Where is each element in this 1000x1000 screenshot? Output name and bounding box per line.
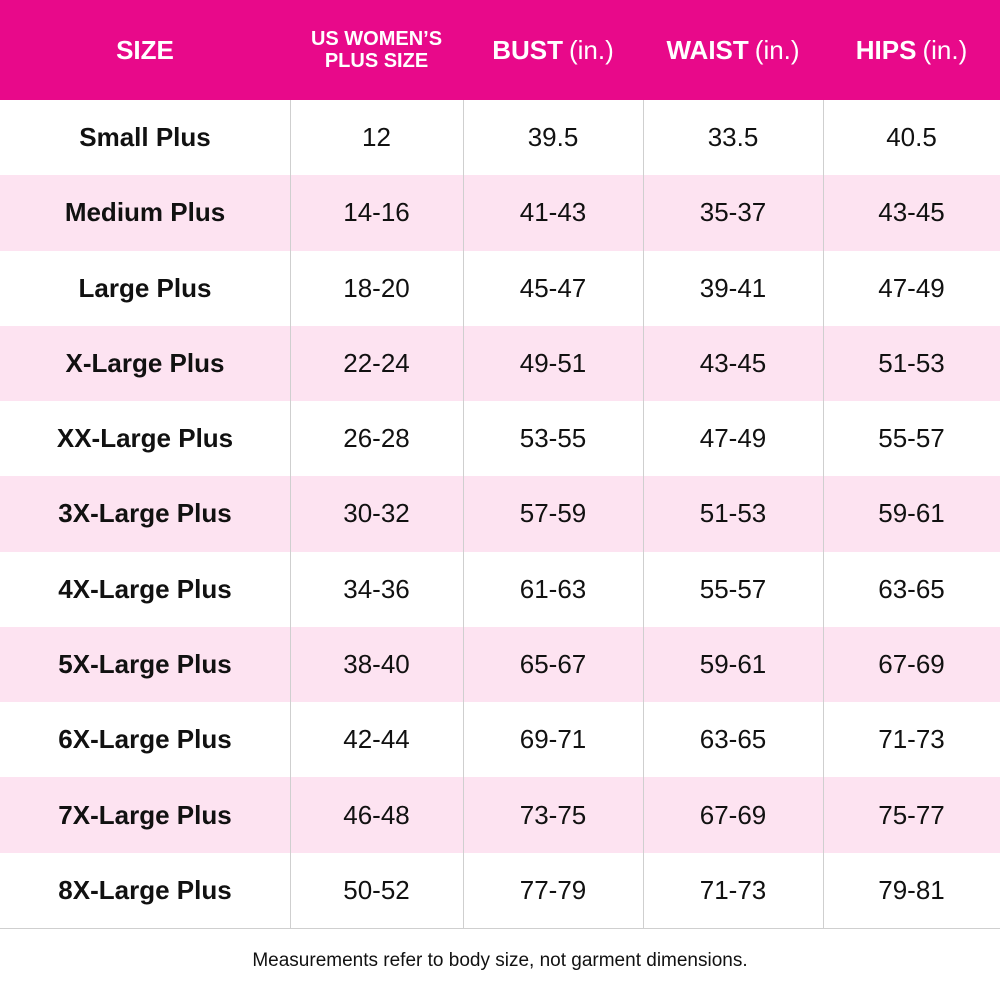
header-unit: (in.)	[922, 34, 968, 65]
table-cell: 59-61	[878, 498, 945, 529]
table-cell: 43-45	[878, 197, 945, 228]
table-cell: 69-71	[519, 724, 587, 755]
header-label: WAIST	[666, 34, 749, 65]
header-cell: SIZE	[0, 0, 290, 100]
table-cell: 79-81	[878, 874, 945, 905]
row-background	[0, 100, 1000, 176]
table-cell: 41-43	[519, 197, 587, 228]
table-cell: 42-44	[343, 724, 410, 755]
row-background	[0, 476, 1000, 552]
header-label: SIZE	[116, 34, 174, 65]
table-cell: 59-61	[699, 649, 767, 680]
row-background	[0, 551, 1000, 627]
footnote: Measurements refer to body size, not gar…	[252, 950, 748, 971]
header-unit: (in.)	[754, 34, 800, 65]
table-cell: 18-20	[343, 272, 410, 303]
table-cell: 8X-Large Plus	[58, 874, 232, 905]
table-cell: 55-57	[699, 573, 767, 604]
table-cell: 35-37	[699, 197, 767, 228]
table-cell: 26-28	[343, 423, 410, 454]
table-cell: 5X-Large Plus	[58, 649, 232, 680]
column-divider	[823, 100, 824, 928]
table-cell: 40.5	[886, 122, 937, 153]
table-cell: 55-57	[878, 423, 945, 454]
table-cell: 34-36	[343, 573, 410, 604]
table-cell: 65-67	[519, 649, 587, 680]
table-cell: 47-49	[878, 272, 945, 303]
header-cell: US WOMEN’S PLUS SIZE	[290, 0, 463, 100]
table-cell: 77-79	[519, 874, 587, 905]
row-background	[0, 401, 1000, 477]
header-label: HIPS	[855, 34, 917, 65]
table-cell: 46-48	[343, 799, 410, 830]
bottom-border	[0, 928, 1000, 929]
table-cell: 47-49	[699, 423, 767, 454]
header-cell: WAIST (in.)	[643, 0, 823, 100]
table-cell: 61-63	[519, 573, 587, 604]
row-background	[0, 175, 1000, 251]
table-cell: 53-55	[519, 423, 587, 454]
row-background	[0, 325, 1000, 402]
column-divider	[290, 100, 291, 928]
table-cell: 4X-Large Plus	[58, 573, 232, 604]
header-bar	[0, 0, 1000, 100]
table-cell: 33.5	[707, 122, 759, 153]
table-cell: 45-47	[519, 272, 587, 303]
table-cell: 30-32	[343, 498, 410, 529]
table-cell: Large Plus	[78, 272, 212, 303]
row-background	[0, 626, 1000, 703]
row-background	[0, 250, 1000, 326]
table-cell: 39-41	[699, 272, 767, 303]
table-cell: 75-77	[878, 799, 945, 830]
table-cell: 63-65	[878, 573, 945, 604]
row-background	[0, 777, 1000, 853]
table-cell: 63-65	[699, 724, 767, 755]
table-cell: 71-73	[878, 724, 945, 755]
table-cell: 49-51	[519, 347, 587, 378]
table-cell: X-Large Plus	[65, 347, 225, 378]
table-cell: 67-69	[878, 649, 945, 680]
table-cell: Medium Plus	[64, 197, 226, 228]
table-cell: XX-Large Plus	[56, 423, 234, 454]
header-cell: HIPS (in.)	[823, 0, 1000, 100]
table-cell: 3X-Large Plus	[58, 498, 232, 529]
header-label: BUST	[492, 34, 563, 65]
table-cell: 71-73	[699, 874, 767, 905]
column-divider	[463, 100, 464, 928]
table-cell: 12	[362, 122, 391, 153]
table-cell: Small Plus	[79, 122, 211, 153]
table-cell: 73-75	[519, 799, 587, 830]
header-cell: BUST (in.)	[463, 0, 643, 100]
table-cell: 7X-Large Plus	[58, 799, 232, 830]
table-cell: 50-52	[343, 874, 410, 905]
table-cell: 6X-Large Plus	[58, 724, 232, 755]
table-cell: 38-40	[343, 649, 410, 680]
table-cell: 14-16	[343, 197, 410, 228]
row-background	[0, 852, 1000, 928]
table-cell: 51-53	[878, 347, 945, 378]
header-label: US WOMEN’S PLUS SIZE	[310, 28, 443, 72]
row-background	[0, 702, 1000, 778]
table-cell: 22-24	[343, 347, 410, 378]
table-cell: 67-69	[699, 799, 767, 830]
column-divider	[643, 100, 644, 928]
table-cell: 39.5	[527, 122, 579, 153]
header-unit: (in.)	[569, 34, 614, 65]
table-cell: 57-59	[519, 498, 587, 529]
table-cell: 51-53	[699, 498, 767, 529]
table-cell: 43-45	[699, 347, 767, 378]
